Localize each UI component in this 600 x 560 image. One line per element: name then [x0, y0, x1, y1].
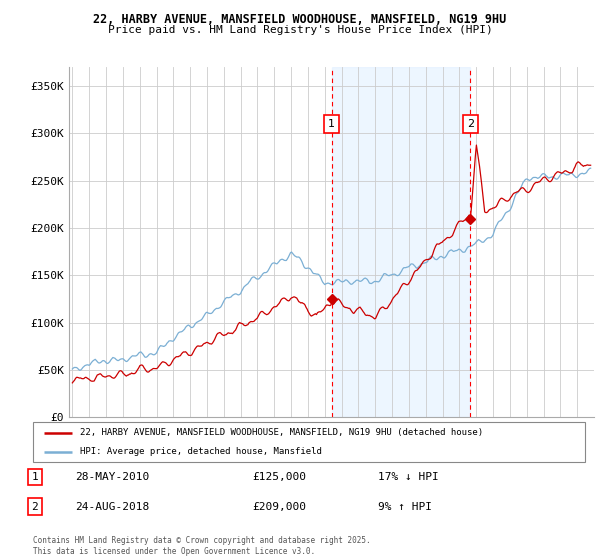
Text: 28-MAY-2010: 28-MAY-2010 — [75, 472, 149, 482]
Text: 22, HARBY AVENUE, MANSFIELD WOODHOUSE, MANSFIELD, NG19 9HU: 22, HARBY AVENUE, MANSFIELD WOODHOUSE, M… — [94, 13, 506, 26]
Text: 9% ↑ HPI: 9% ↑ HPI — [378, 502, 432, 512]
Text: 22, HARBY AVENUE, MANSFIELD WOODHOUSE, MANSFIELD, NG19 9HU (detached house): 22, HARBY AVENUE, MANSFIELD WOODHOUSE, M… — [80, 428, 483, 437]
Text: Price paid vs. HM Land Registry's House Price Index (HPI): Price paid vs. HM Land Registry's House … — [107, 25, 493, 35]
Text: HPI: Average price, detached house, Mansfield: HPI: Average price, detached house, Mans… — [80, 447, 322, 456]
Text: £125,000: £125,000 — [252, 472, 306, 482]
FancyBboxPatch shape — [33, 422, 585, 462]
Text: 1: 1 — [31, 472, 38, 482]
Text: £209,000: £209,000 — [252, 502, 306, 512]
Text: 17% ↓ HPI: 17% ↓ HPI — [378, 472, 439, 482]
Text: 24-AUG-2018: 24-AUG-2018 — [75, 502, 149, 512]
Text: Contains HM Land Registry data © Crown copyright and database right 2025.
This d: Contains HM Land Registry data © Crown c… — [33, 536, 371, 556]
Text: 2: 2 — [467, 119, 474, 129]
Bar — [332, 67, 470, 417]
Text: 1: 1 — [328, 119, 335, 129]
Text: 2: 2 — [31, 502, 38, 512]
